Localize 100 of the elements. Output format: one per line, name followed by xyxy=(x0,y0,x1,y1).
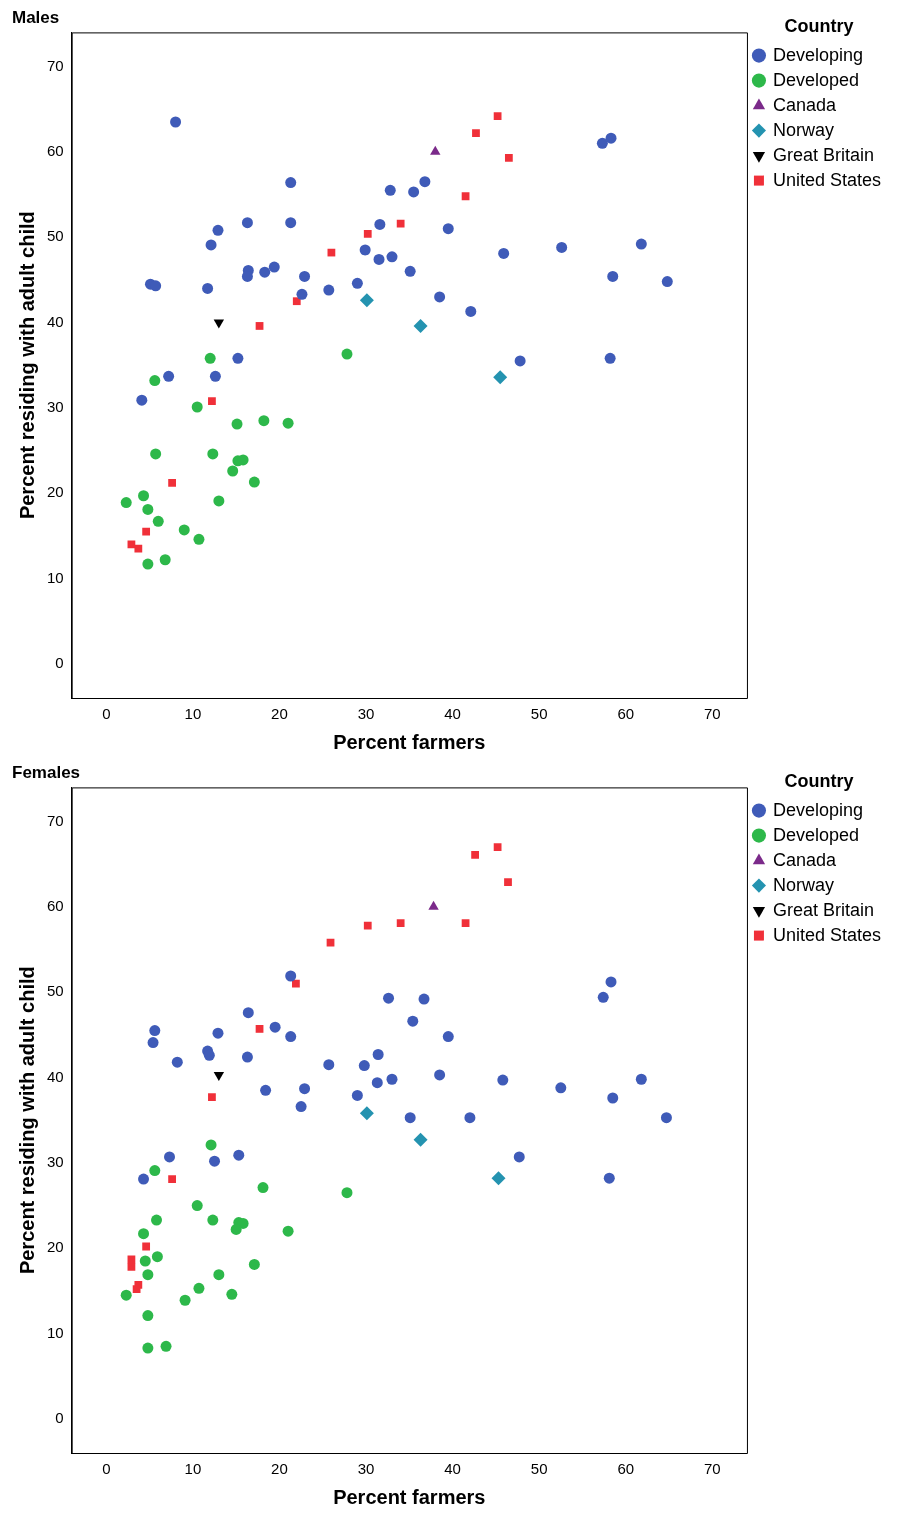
point xyxy=(604,352,616,364)
x-tick-label: 10 xyxy=(184,705,202,723)
point xyxy=(191,401,203,413)
legend-label: Developing xyxy=(772,44,863,65)
y-tick-label: 50 xyxy=(47,982,64,1000)
point xyxy=(138,1228,150,1240)
point xyxy=(212,224,224,236)
y-tick-label: 60 xyxy=(47,897,64,915)
point xyxy=(471,850,479,859)
point xyxy=(241,217,253,229)
point xyxy=(127,1263,136,1271)
point xyxy=(472,129,480,137)
point xyxy=(151,1214,163,1226)
point xyxy=(605,976,617,988)
point xyxy=(226,1288,238,1300)
point xyxy=(374,218,386,230)
point xyxy=(442,1031,454,1043)
point xyxy=(159,554,171,566)
chart-title: Females xyxy=(12,762,81,782)
point xyxy=(242,1007,254,1019)
point xyxy=(465,305,477,317)
point xyxy=(597,991,609,1003)
point xyxy=(132,1285,141,1294)
point xyxy=(120,497,132,509)
point xyxy=(227,465,239,477)
point xyxy=(134,544,143,553)
point xyxy=(491,1171,506,1186)
point xyxy=(323,1059,335,1071)
point xyxy=(661,276,673,288)
y-tick-label: 50 xyxy=(47,227,64,245)
y-tick-label: 0 xyxy=(55,654,64,672)
y-tick-label: 70 xyxy=(47,811,64,829)
point xyxy=(341,1187,353,1199)
point xyxy=(138,490,150,502)
point xyxy=(142,527,151,536)
point xyxy=(498,247,510,259)
x-tick-label: 60 xyxy=(617,705,635,723)
point xyxy=(372,1048,384,1060)
point xyxy=(207,448,219,460)
x-tick-label: 30 xyxy=(357,1460,375,1478)
point xyxy=(607,1092,619,1104)
point xyxy=(493,843,502,852)
x-tick-label: 40 xyxy=(444,705,461,723)
point xyxy=(404,1112,416,1124)
legend-title: Country xyxy=(784,15,854,36)
legend-label: Developed xyxy=(772,69,859,90)
point xyxy=(147,1037,159,1049)
x-axis-title: Percent farmers xyxy=(333,1485,486,1508)
point xyxy=(295,1101,307,1113)
y-tick-label: 20 xyxy=(47,483,64,501)
point xyxy=(660,1112,672,1124)
point xyxy=(442,223,454,235)
point xyxy=(207,1214,219,1226)
point xyxy=(407,1015,419,1027)
point xyxy=(282,417,294,429)
point xyxy=(555,1082,567,1094)
point xyxy=(149,1165,161,1177)
point xyxy=(404,265,416,277)
y-axis-title: Percent residing with adult child xyxy=(15,966,38,1275)
point xyxy=(152,515,164,527)
point xyxy=(142,1242,151,1251)
point xyxy=(605,132,617,144)
x-tick-label: 20 xyxy=(271,705,288,723)
point xyxy=(363,229,372,238)
point xyxy=(493,370,508,385)
point xyxy=(149,1025,161,1037)
point xyxy=(142,503,154,515)
point xyxy=(232,352,244,364)
point xyxy=(396,219,405,228)
point xyxy=(193,533,205,545)
point xyxy=(418,993,430,1005)
point xyxy=(268,261,280,273)
legend-label: Great Britain xyxy=(772,899,874,920)
x-tick-label: 0 xyxy=(102,1460,111,1478)
point xyxy=(208,397,216,405)
point xyxy=(383,992,395,1004)
legend-label: United States xyxy=(772,169,881,190)
point xyxy=(193,1282,205,1294)
point xyxy=(504,878,512,887)
point xyxy=(205,239,217,251)
point xyxy=(230,1223,242,1235)
legend-label: Norway xyxy=(772,874,834,895)
point xyxy=(464,1112,476,1124)
point xyxy=(386,251,398,263)
point xyxy=(285,177,297,189)
point xyxy=(248,1258,260,1270)
point xyxy=(149,375,161,387)
point xyxy=(635,238,647,250)
point xyxy=(504,153,513,162)
legend-label: Norway xyxy=(772,119,834,140)
point xyxy=(282,1225,294,1237)
point xyxy=(142,1269,154,1281)
point xyxy=(142,1342,154,1354)
x-tick-label: 0 xyxy=(102,705,111,723)
point xyxy=(497,1074,509,1086)
point xyxy=(209,1155,221,1167)
y-tick-label: 0 xyxy=(55,1409,64,1427)
point xyxy=(191,1200,203,1212)
x-tick-label: 10 xyxy=(184,1460,202,1478)
point xyxy=(363,921,372,930)
